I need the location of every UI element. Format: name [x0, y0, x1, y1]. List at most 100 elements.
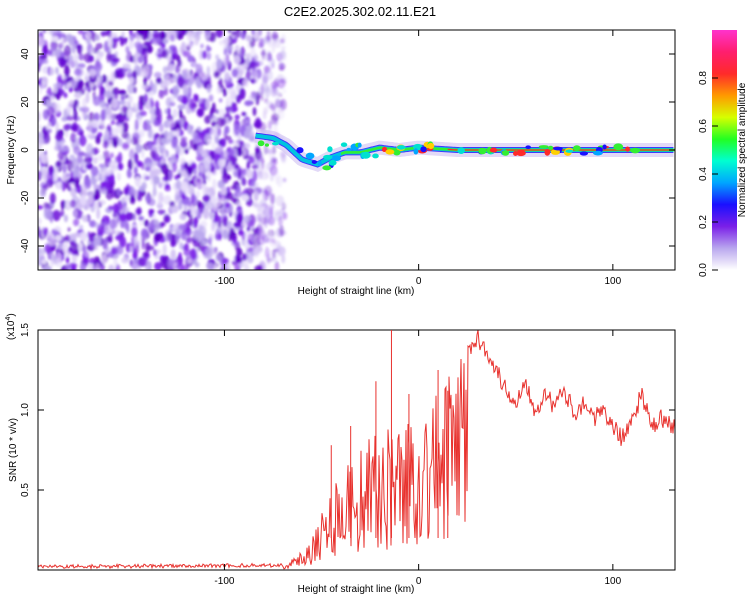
spectrogram-noise-dot [124, 94, 130, 99]
spectrogram-noise-dot [277, 108, 285, 120]
spectrogram-noise-dot [56, 30, 62, 34]
spectrogram-noise-dot [69, 199, 77, 209]
spectrogram-noise-dot [162, 138, 171, 145]
spectrogram-noise-dot [162, 243, 167, 256]
spectrogram-noise-dot [196, 178, 201, 183]
spectrogram-noise-dot [142, 65, 151, 77]
spectrogram-noise-dot [129, 195, 136, 205]
spectrogram-noise-dot [144, 102, 153, 110]
spectrogram-noise-dot [256, 204, 262, 213]
spectrogram-noise-dot [85, 30, 92, 40]
spectrogram-noise-dot [152, 188, 157, 197]
spectrogram-noise-dots [38, 30, 288, 270]
spectrogram-noise-dot [48, 239, 57, 247]
spectrogram-noise-dot [163, 195, 172, 205]
spectrogram-noise-dot [66, 56, 71, 66]
spectrogram-noise-dot [145, 194, 150, 202]
spectrogram-noise-dot [57, 150, 64, 161]
spectrogram-noise-dot [98, 51, 105, 57]
spectrogram-noise-dot [119, 213, 127, 222]
spectrogram-noise-dot [252, 91, 257, 102]
spectrogram-noise-dot [99, 118, 105, 130]
spectrogram-noise-dot [218, 39, 224, 46]
spectrogram-noise-dot [279, 208, 286, 215]
spectrogram-band-blob [381, 146, 388, 152]
spectrogram-noise-dot [236, 201, 242, 207]
colorbar-tick-label: 0.6 [698, 119, 709, 133]
spectrogram-noise-dot [185, 264, 190, 270]
spectrogram-noise-dot [108, 184, 114, 194]
spectrogram-noise-dot [106, 126, 112, 132]
colorbar: 0.0 0.2 0.4 0.6 0.8 Normalized spectral ampl… [698, 30, 748, 277]
spectrogram-noise-dot [198, 131, 206, 139]
spectrogram-noise-dot [132, 252, 138, 260]
snr-series-line [38, 330, 675, 570]
spectrogram-noise-dot [97, 154, 104, 162]
spectrogram-noise-dot [270, 85, 278, 97]
spectrogram-noise-dot [210, 150, 215, 160]
spectrogram-noise-dot [155, 77, 162, 85]
spectrogram-noise-dot [264, 246, 270, 259]
spectrogram-noise-dot [147, 198, 156, 207]
spectrogram-noise-dot [267, 120, 273, 130]
spectrogram-noise-dot [139, 110, 147, 117]
spectrogram-noise-dot [189, 69, 193, 76]
spectrogram-noise-dot [257, 234, 265, 246]
spectrogram-band-blob [360, 151, 371, 159]
spectrogram-noise-dot [66, 159, 73, 172]
spectrogram-noise-dot [115, 201, 124, 211]
spectrogram-x-label: Height of straight line (km) [298, 286, 415, 297]
spectrogram-noise-dot [191, 205, 198, 216]
spectrogram-noise-dot [38, 205, 44, 210]
spectrogram-noise-dot [95, 34, 100, 41]
spectrogram-noise-dot [282, 177, 287, 183]
spectrogram-noise-dot [160, 255, 166, 267]
snr-x-tick-label: 0 [416, 576, 422, 587]
snr-spikes [330, 330, 449, 538]
spectrogram-noise-dot [218, 159, 223, 169]
spectrogram-noise-dot [167, 63, 175, 73]
spectrogram-noise-dot [121, 142, 130, 150]
spectrogram-noise-dot [266, 184, 272, 190]
spectrogram-band-blob [427, 142, 435, 150]
spectrogram-noise-dot [131, 226, 138, 238]
spectrogram-noise-dot [136, 206, 142, 216]
spectrogram-noise-dot [110, 119, 116, 126]
snr-y-scale-label: (x104) [5, 313, 17, 340]
spectrogram-y-tick-label: 20 [20, 96, 31, 108]
spectrogram-noise-dot [55, 132, 63, 142]
spectrogram-noise-dot [200, 43, 204, 49]
spectrogram-noise-dot [83, 204, 88, 211]
spectrogram-noise-dot [69, 262, 78, 269]
spectrogram-noise-dot [67, 177, 76, 184]
spectrogram-noise-dot [194, 262, 200, 268]
spectrogram-noise-dot [225, 100, 230, 107]
spectrogram-noise-dot [174, 64, 180, 74]
spectrogram-noise-dot [246, 160, 250, 170]
spectrogram-noise-dot [147, 90, 155, 96]
spectrogram-noise-dot [73, 109, 78, 122]
spectrogram-noise-dot [59, 51, 66, 58]
spectrogram-noise-dot [254, 117, 262, 129]
spectrogram-noise-dot [193, 217, 198, 229]
spectrogram-noise-dot [237, 77, 243, 85]
spectrogram-noise-dot [108, 264, 115, 270]
spectrogram-noise-dot [42, 30, 47, 34]
spectrogram-noise-dot [50, 35, 59, 42]
spectrogram-noise-dot [233, 140, 240, 148]
spectrogram-noise-dot [101, 187, 107, 195]
spectrogram-noise-dot [77, 44, 83, 55]
spectrogram-noise-dot [100, 30, 106, 37]
spectrogram-noise-dot [79, 231, 88, 242]
spectrogram-noise-dot [99, 86, 106, 95]
spectrogram-noise-dot [124, 37, 128, 43]
spectrogram-noise-dot [241, 177, 247, 187]
spectrogram-noise-dot [59, 41, 65, 49]
spectrogram-noise-dot [152, 32, 160, 39]
spectrogram-noise-dot [213, 197, 223, 208]
spectrogram-noise-dot [199, 102, 206, 109]
colorbar-tick-label: 0.8 [698, 71, 709, 85]
spectrogram-noise-dot [209, 210, 214, 220]
spectrogram-noise-dot [267, 59, 273, 67]
spectrogram-noise-dot [88, 55, 95, 63]
